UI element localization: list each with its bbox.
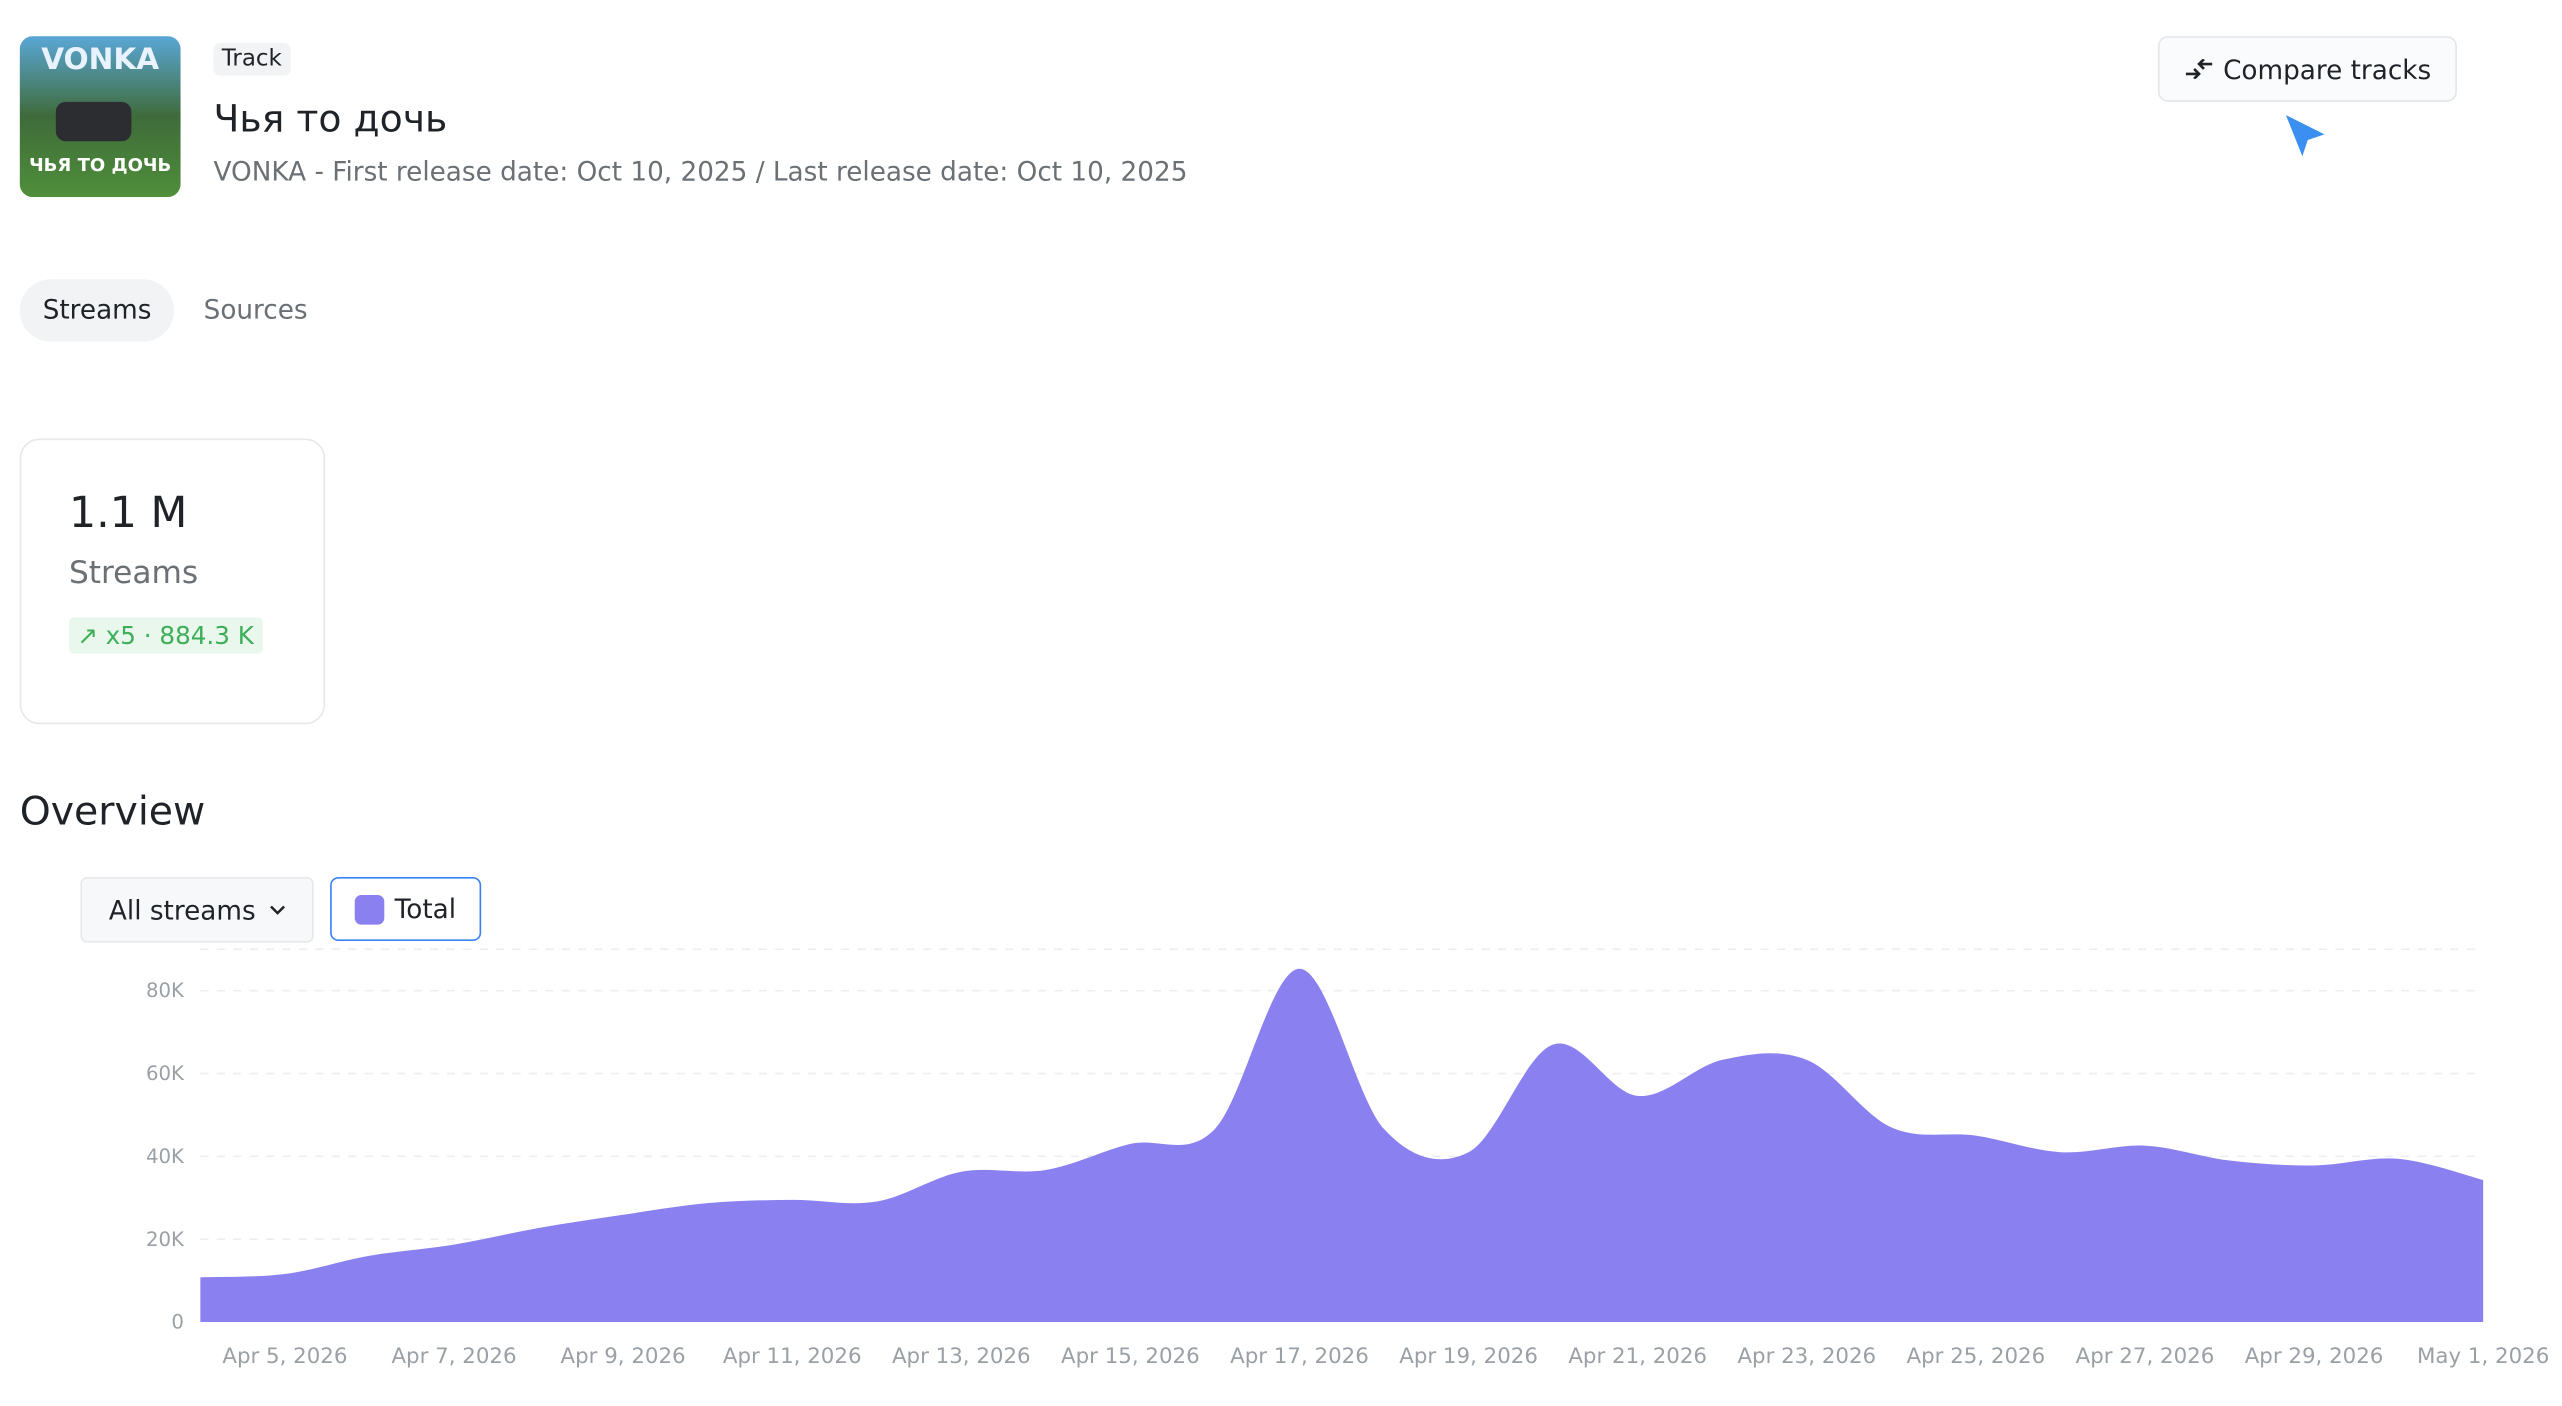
x-tick-label: Apr 29, 2026 [2245, 1344, 2384, 1369]
y-tick-label: 20K [146, 1228, 185, 1251]
x-tick-label: Apr 11, 2026 [723, 1344, 862, 1369]
stat-value: 1.1 M [68, 489, 188, 539]
x-tick-label: Apr 27, 2026 [2076, 1344, 2215, 1369]
chart: 0 20K 40K 60K 80K Apr 5, 2026 Apr 7, 2026 Apr 9… [146, 948, 2549, 1369]
stat-label: Streams [68, 555, 199, 592]
x-tick-label: Apr 15, 2026 [1061, 1344, 1200, 1369]
stat-card: 1.1 M Streams ↗ x5 · 884.3 K [19, 438, 326, 725]
x-tick-label: May 1, 2026 [2417, 1344, 2549, 1369]
area [200, 968, 2484, 1323]
cover-text: ЧЬЯ ТО ДОЧЬ [29, 155, 171, 176]
dropdown[interactable]: All streams [80, 876, 314, 943]
tag: Track [213, 42, 291, 76]
x-tick-label: Apr 21, 2026 [1568, 1344, 1707, 1369]
legend-label: Total [394, 893, 457, 925]
x-tick-label: Apr 5, 2026 [222, 1344, 347, 1369]
x-tick-label: Apr 7, 2026 [391, 1344, 516, 1369]
subtitle: VONKA - First release date: Oct 10, 2025… [213, 156, 1188, 188]
dropdown-label: All streams [108, 894, 256, 926]
x-tick-label: Apr 9, 2026 [561, 1344, 686, 1369]
cover-art: VONKA ЧЬЯ ТО ДОЧЬ [19, 36, 181, 198]
y-tick-label: 0 [171, 1311, 184, 1334]
change-text: x5 · 884.3 K [105, 620, 254, 651]
button-label: Compare tracks [2223, 53, 2432, 85]
x-tick-label: Apr 25, 2026 [1907, 1344, 2046, 1369]
chevron [269, 905, 285, 915]
y-tick-label: 80K [146, 979, 185, 1002]
tab[interactable]: Sources [203, 293, 308, 326]
track-title: Чья то дочь [213, 98, 448, 142]
section-title: Overview [19, 788, 206, 835]
x-tick-label: Apr 17, 2026 [1230, 1344, 1369, 1369]
legend-item[interactable]: Total [330, 876, 482, 942]
y-tick-label: 40K [146, 1145, 185, 1168]
x-tick-label: Apr 13, 2026 [892, 1344, 1031, 1369]
y-tick-label: 60K [146, 1062, 185, 1085]
stat-change: ↗ x5 · 884.3 K [68, 617, 263, 654]
compare-button[interactable]: Compare tracks [2157, 36, 2457, 102]
cursor [2279, 108, 2334, 166]
compare-icon [2185, 59, 2212, 79]
x-tick-label: Apr 19, 2026 [1399, 1344, 1538, 1369]
legend-swatch [355, 894, 385, 924]
arrow-icon: ↗ [77, 620, 106, 651]
tab[interactable]: Streams [19, 279, 175, 342]
x-tick-label: Apr 23, 2026 [1737, 1344, 1876, 1369]
cover-text: VONKA [41, 42, 159, 76]
